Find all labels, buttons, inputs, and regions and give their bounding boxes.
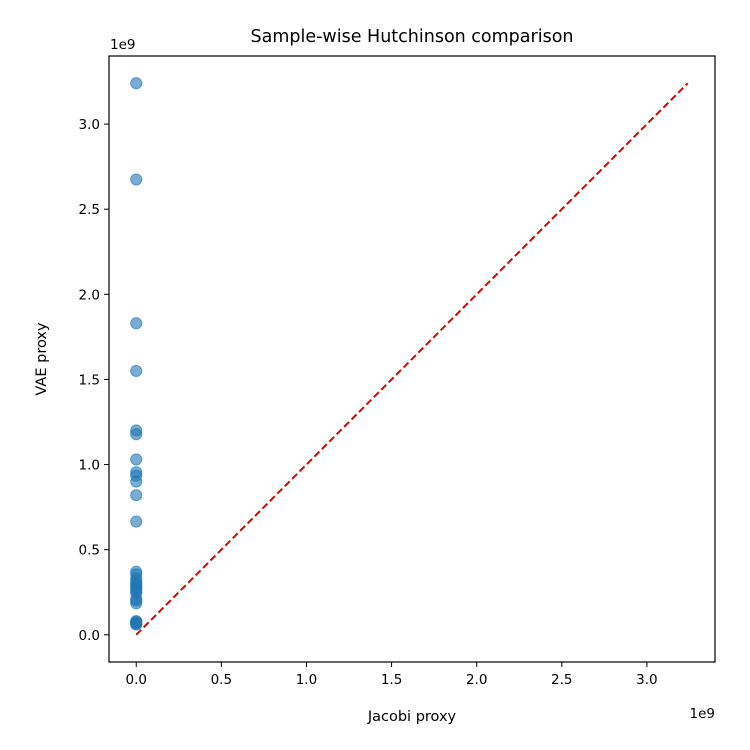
x-tick-label: 1.5	[381, 672, 402, 688]
scatter-point	[130, 489, 143, 502]
y-tick-label: 1.5	[79, 372, 100, 388]
scatter-point	[130, 515, 143, 528]
scatter-point	[130, 173, 143, 186]
axes-frame	[108, 55, 716, 663]
x-tick-label: 3.0	[636, 672, 657, 688]
y-tick-label: 2.0	[79, 287, 100, 303]
y-tick-label: 1.0	[79, 458, 100, 474]
y-tick-label: 0.0	[79, 628, 100, 644]
y-axis-label: VAE proxy	[34, 322, 50, 396]
scatter-point	[130, 77, 143, 90]
y-tick-label: 0.5	[79, 543, 100, 559]
y-tick-label: 3.0	[79, 117, 100, 133]
scatter-point	[130, 618, 143, 631]
x-tick-label: 0.5	[211, 672, 232, 688]
scatter-point	[130, 317, 143, 330]
scatter-point	[130, 475, 143, 488]
y-offset-label: 1e9	[110, 37, 135, 53]
x-axis-label: Jacobi proxy	[367, 709, 457, 725]
scatter-point	[130, 453, 143, 466]
scatter-point	[130, 428, 143, 441]
scatter-point	[130, 364, 143, 378]
chart-title: Sample-wise Hutchinson comparison	[251, 27, 574, 47]
reference-line	[135, 82, 689, 636]
scatter-point	[130, 597, 143, 610]
x-tick-label: 1.0	[296, 672, 317, 688]
x-offset-label: 1e9	[690, 706, 715, 722]
y-tick-label: 2.5	[79, 202, 100, 218]
x-tick-label: 2.5	[551, 672, 572, 688]
plot-area: 0.0 0.5 1.0 1.5 2.0 2.5 3.0 0.0 0.5 1.0 1.5 2.0 2.5 3…	[79, 55, 716, 688]
x-tick-label: 2.0	[466, 672, 487, 688]
x-tick-label: 0.0	[125, 672, 146, 688]
